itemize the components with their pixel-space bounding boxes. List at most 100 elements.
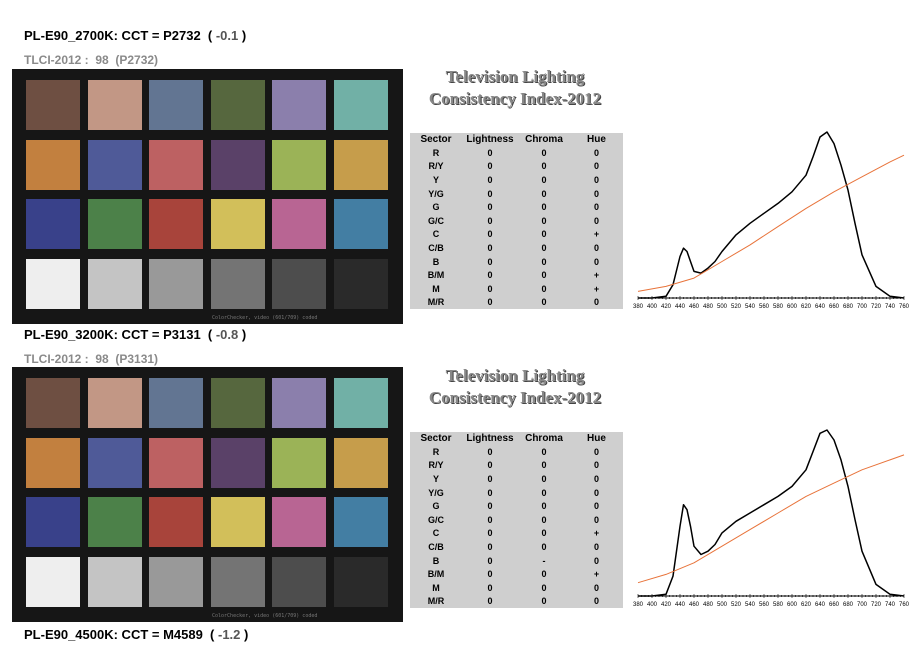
cell-hue: 0: [593, 541, 599, 552]
spd-chart-3200k: 380 400 420 440 460 480 500 520 540 560 580 600 620 6…: [633, 429, 910, 608]
table-row: Y 0 0 0: [410, 472, 623, 486]
x-tick-label: 620: [801, 304, 812, 310]
x-tick-label: 480: [703, 602, 714, 608]
heading-2700k: PL-E90_2700K: CCT = P2732 ( -0.1 ): [24, 28, 246, 43]
cell-hue: 0: [593, 582, 599, 593]
x-tick-label: 560: [759, 304, 770, 310]
spd-chart-2700k: 380 400 420 440 460 480 500 520 540 560 580 600 620 6…: [633, 131, 910, 310]
x-tick-label: 660: [829, 602, 840, 608]
table-row: C 0 0 +: [410, 527, 623, 541]
x-tick-label: 520: [731, 602, 742, 608]
cell-chroma: 0: [541, 202, 547, 213]
x-tick-label: 760: [899, 602, 910, 608]
color-patch: [272, 378, 326, 428]
cell-lightness: 0: [487, 569, 493, 580]
color-patch: [149, 199, 203, 249]
cell-sector: G/C: [427, 514, 444, 525]
cell-chroma: 0: [541, 215, 547, 226]
x-tick-label: 720: [871, 304, 882, 310]
sector-table-3200k: Sector Lightness Chroma Hue R 0 0 0 R/Y 0 0 0 Y 0…: [410, 432, 623, 609]
table-row: C/B 0 0 0: [410, 241, 623, 255]
color-patch: [272, 556, 326, 607]
color-patch: [149, 139, 203, 190]
table-row: M/R 0 0 0: [410, 296, 623, 310]
cell-hue: 0: [593, 188, 599, 199]
cell-hue: 0: [593, 147, 599, 158]
cell-lightness: 0: [487, 297, 493, 308]
cell-chroma: 0: [541, 161, 547, 172]
cell-sector: Y: [432, 174, 439, 185]
cell-sector: M/R: [427, 596, 445, 607]
tlci-title-line2: Consistency Index-2012: [428, 388, 602, 407]
cell-sector: C: [432, 528, 440, 539]
cell-chroma: 0: [541, 596, 547, 607]
cell-lightness: 0: [487, 596, 493, 607]
cell-sector: R/Y: [428, 460, 444, 471]
cell-chroma: 0: [541, 188, 547, 199]
x-tick-label: 420: [661, 304, 672, 310]
x-tick-label: 400: [647, 304, 658, 310]
color-patch: [87, 497, 142, 547]
color-patch: [210, 139, 265, 190]
cell-sector: G: [432, 501, 440, 512]
table-row: Y 0 0 0: [410, 173, 623, 187]
heading-4500k-end: ): [240, 627, 249, 642]
heading-4500k-main: PL-E90_4500K: CCT = M4589 (: [24, 627, 218, 642]
table-row: R 0 0 0: [410, 146, 623, 160]
x-tick-label: 700: [857, 602, 868, 608]
cell-chroma: 0: [541, 297, 547, 308]
x-tick-label: 580: [773, 602, 784, 608]
color-patch: [149, 258, 203, 309]
x-tick-label: 480: [703, 304, 714, 310]
color-patch: [210, 258, 265, 309]
cell-lightness: 0: [487, 528, 493, 539]
color-patch: [333, 139, 388, 190]
cell-hue: +: [593, 569, 600, 580]
cell-hue: 0: [593, 174, 599, 185]
cell-sector: G/C: [427, 215, 444, 226]
color-patch: [272, 80, 326, 130]
table-row: M 0 0 +: [410, 282, 623, 296]
table-row: Y/G 0 0 0: [410, 187, 623, 201]
color-checker-2700k: ColorChecker, video (601/709) coded: [12, 69, 403, 324]
x-tick-label: 380: [633, 602, 644, 608]
x-tick-label: 460: [689, 304, 700, 310]
cell-sector: M: [432, 582, 440, 593]
color-patch: [87, 258, 142, 309]
cell-chroma: 0: [541, 147, 547, 158]
cell-chroma: 0: [541, 283, 547, 294]
cell-chroma: 0: [541, 582, 547, 593]
x-tick-label: 720: [871, 602, 882, 608]
heading-2700k-main: PL-E90_2700K: CCT = P2732 (: [24, 28, 216, 43]
cell-lightness: 0: [487, 541, 493, 552]
cell-chroma: 0: [541, 229, 547, 240]
x-tick-label: 660: [829, 304, 840, 310]
cell-lightness: 0: [487, 202, 493, 213]
color-patch: [149, 497, 203, 547]
cell-lightness: 0: [487, 174, 493, 185]
cell-hue: 0: [593, 514, 599, 525]
cell-chroma: 0: [541, 446, 547, 457]
cell-hue: 0: [593, 297, 599, 308]
color-patch: [26, 437, 80, 488]
tlci-title-line1: Television Lighting: [445, 366, 585, 385]
cell-chroma: 0: [541, 473, 547, 484]
cell-chroma: 0: [541, 460, 547, 471]
x-tick-label: 700: [857, 304, 868, 310]
cell-hue: 0: [593, 555, 599, 566]
cell-chroma: -: [542, 555, 546, 566]
color-patch: [333, 437, 388, 488]
color-patch: [210, 437, 265, 488]
color-patch: [210, 199, 265, 249]
color-patch: [272, 258, 326, 309]
cell-chroma: 0: [541, 501, 547, 512]
color-patch: [149, 556, 203, 607]
cell-sector: R: [432, 147, 440, 158]
x-tick-label: 500: [717, 304, 728, 310]
x-tick-label: 680: [843, 304, 854, 310]
cell-lightness: 0: [487, 582, 493, 593]
table-row: G 0 0 0: [410, 200, 623, 214]
cell-lightness: 0: [487, 473, 493, 484]
cell-sector: C/B: [428, 541, 444, 552]
color-patch: [26, 139, 80, 190]
